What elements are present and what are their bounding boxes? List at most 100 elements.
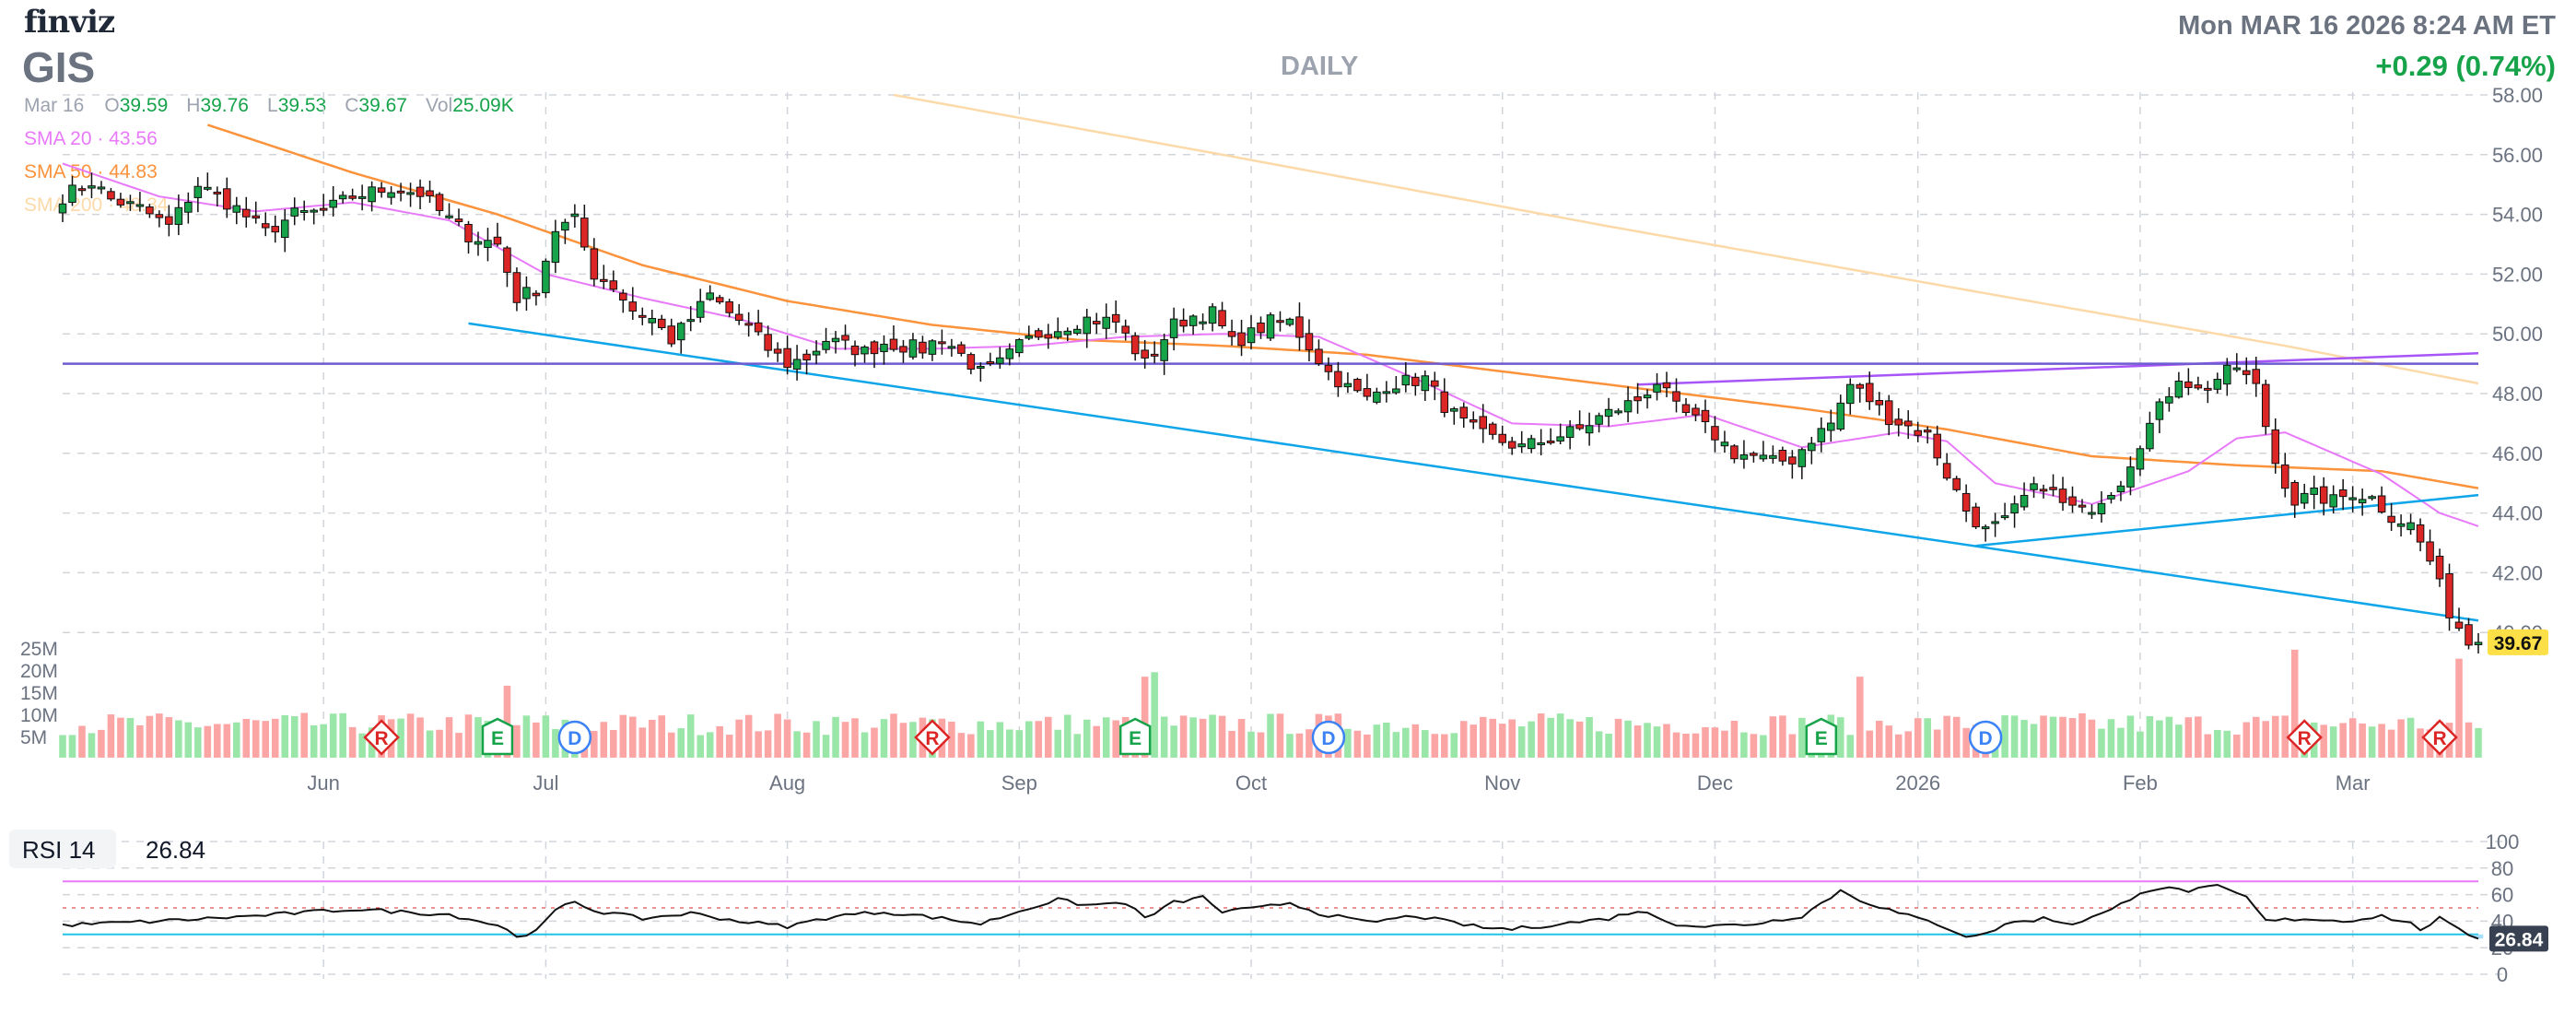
candle (657, 314, 666, 331)
candle-body (1720, 441, 1729, 447)
candle-body (2435, 555, 2444, 580)
candle (1923, 426, 1932, 444)
candle (1276, 311, 1284, 332)
volume-bar (503, 685, 511, 758)
candle-body (88, 185, 96, 189)
volume-bar (242, 718, 251, 758)
candle-body (2232, 367, 2242, 371)
candle-body (1276, 320, 1284, 324)
open-label: O (104, 95, 120, 116)
candle-body (377, 187, 386, 194)
volume-bar (339, 712, 346, 758)
low-label: L (267, 95, 278, 116)
candle-body (1382, 391, 1391, 394)
candle (1247, 314, 1256, 349)
candle-body (1488, 423, 1497, 435)
candle (1701, 399, 1710, 433)
volume-bar (126, 717, 135, 758)
volume-bar (1093, 725, 1100, 758)
candle-body (116, 198, 125, 206)
volume-bar (2455, 658, 2463, 758)
volume-bar (1073, 734, 1082, 758)
datetime-label: Mon MAR 16 2026 8:24 AM ET (2178, 11, 2556, 41)
candle (600, 265, 608, 289)
candle (2030, 477, 2038, 499)
candle-body (850, 345, 860, 356)
event-marker-R: R (2286, 719, 2323, 756)
candle (1208, 302, 1217, 332)
candle-body (1141, 349, 1149, 359)
candle-body (426, 190, 434, 197)
volume-bar (957, 733, 966, 758)
candle (1846, 378, 1855, 415)
volume-bar (310, 724, 318, 758)
candle-body (2020, 494, 2029, 508)
candle-body (1218, 310, 1226, 327)
candle-body (2300, 492, 2309, 504)
event-letter: R (2432, 728, 2446, 749)
volume-bar (2339, 723, 2347, 758)
volume-bar (1740, 732, 1748, 758)
candle (1053, 317, 1062, 340)
volume-bar (2010, 715, 2019, 758)
candle (1315, 339, 1323, 367)
volume-bar (1170, 725, 1177, 758)
volume-bar (1364, 734, 1371, 758)
candle (299, 200, 309, 221)
candle (773, 342, 782, 362)
candle-body (947, 346, 956, 349)
candle-body (387, 192, 395, 198)
candle-body (1672, 391, 1680, 402)
volume-bar (2078, 712, 2086, 758)
finviz-logo[interactable]: finviz (24, 4, 115, 41)
candle (1072, 324, 1082, 336)
candle-body (252, 215, 261, 219)
candle (2116, 480, 2125, 501)
volume-bar (1257, 732, 1265, 758)
candle-body (1711, 426, 1719, 441)
volume-bar (2320, 724, 2327, 758)
candle-body (667, 325, 676, 345)
candle (310, 208, 318, 225)
candle (2088, 504, 2096, 520)
candle (715, 294, 724, 305)
candle (135, 192, 145, 212)
candle (1285, 317, 1294, 327)
candle (1363, 373, 1372, 401)
candle-body (590, 248, 599, 280)
candle-body (1179, 319, 1188, 327)
candle (1401, 361, 1411, 393)
volume-bar (996, 722, 1004, 758)
candle (1643, 389, 1652, 409)
volume-bar (1035, 721, 1043, 758)
candle (2174, 371, 2184, 399)
volume-bar (542, 715, 550, 758)
candle (1808, 436, 1816, 465)
volume-bar (1721, 730, 1728, 758)
event-marker-R: R (2421, 719, 2458, 756)
candle-body (2174, 380, 2184, 398)
volume-bar (262, 721, 270, 758)
candle (2155, 398, 2164, 434)
candle-body (676, 323, 685, 341)
candle (1083, 309, 1092, 348)
candle (1672, 378, 1680, 413)
candle-body (706, 292, 714, 300)
candle-body (299, 209, 309, 213)
volume-bar (1402, 727, 1410, 758)
candle-body (474, 241, 483, 245)
volume-tick-label: 10M (20, 705, 58, 726)
volume-bar (2184, 717, 2193, 758)
candle-body (2049, 487, 2057, 490)
x-tick-label: Aug (769, 771, 805, 795)
candle-body (1227, 331, 1236, 337)
candle (416, 179, 425, 210)
volume-bar (1006, 729, 1013, 758)
volume-bar (861, 732, 869, 758)
candle-body (609, 280, 618, 290)
candle-body (880, 343, 888, 352)
candle (551, 219, 560, 274)
candle-body (1188, 315, 1198, 326)
sma50-line (206, 124, 2479, 489)
